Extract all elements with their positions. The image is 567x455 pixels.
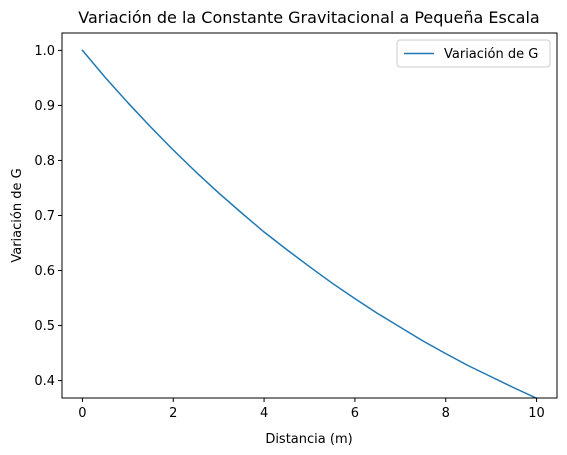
y-tick-label: 0.5 xyxy=(34,319,55,334)
series-line-0 xyxy=(81,49,538,400)
y-tick-label: 0.7 xyxy=(34,209,55,224)
x-axis-title: Distancia (m) xyxy=(265,432,352,447)
legend-box xyxy=(396,39,551,68)
x-tick-label: 10 xyxy=(528,406,545,421)
legend-label: Variación de G xyxy=(444,47,538,62)
y-tick-label: 1.0 xyxy=(34,44,55,59)
x-tick-label: 4 xyxy=(260,406,268,421)
y-tick-label: 0.8 xyxy=(34,154,55,169)
y-tick-label: 0.9 xyxy=(34,99,55,114)
x-tick-label: 2 xyxy=(169,406,177,421)
legend: Variación de G xyxy=(396,39,551,68)
plot-frame xyxy=(61,32,558,399)
chart-title: Variación de la Constante Gravitacional … xyxy=(78,8,539,27)
x-tick-label: 0 xyxy=(78,406,86,421)
y-axis-title: Variación de G xyxy=(10,168,25,262)
plot-area xyxy=(81,49,538,400)
x-tick-label: 8 xyxy=(442,406,450,421)
y-tick-label: 0.6 xyxy=(34,264,55,279)
y-tick-label: 0.4 xyxy=(34,374,55,389)
axis-ticks: 0 2 4 6 8 10 0.4 0.5 0.6 0.7 0.8 0.9 1.0 xyxy=(34,44,545,421)
x-tick-label: 6 xyxy=(351,406,359,421)
